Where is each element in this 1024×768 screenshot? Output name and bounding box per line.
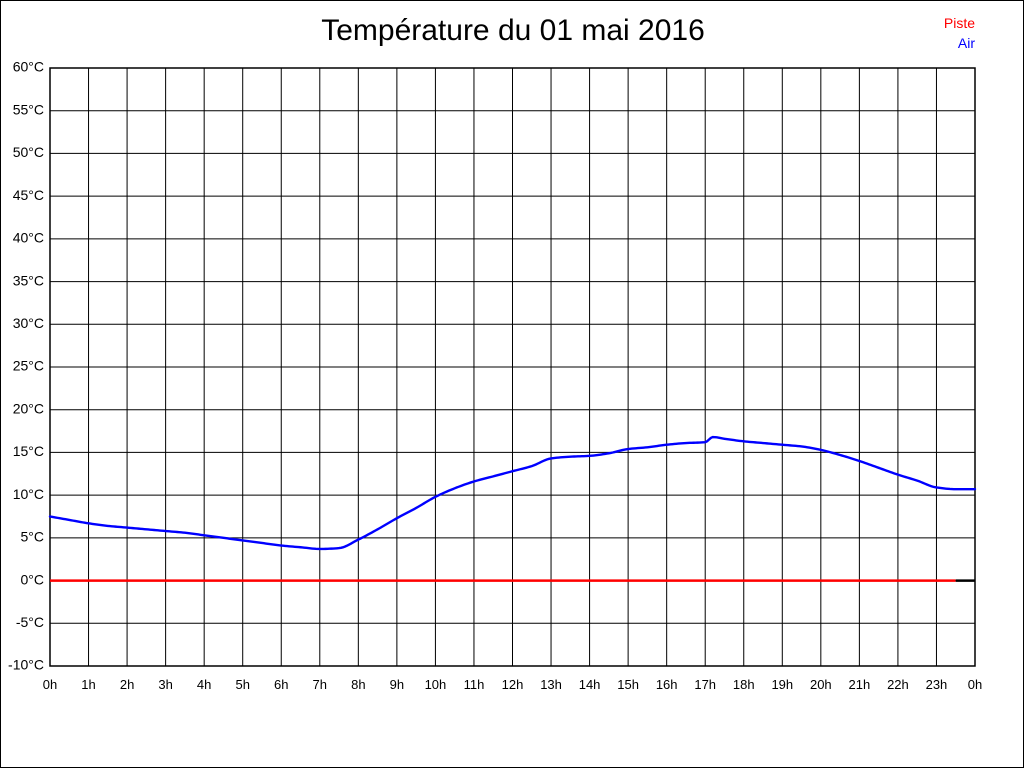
svg-text:5°C: 5°C	[21, 529, 45, 545]
svg-text:50°C: 50°C	[13, 144, 44, 160]
svg-text:45°C: 45°C	[13, 187, 44, 203]
svg-text:1h: 1h	[81, 677, 95, 692]
svg-text:8h: 8h	[351, 677, 365, 692]
svg-text:6h: 6h	[274, 677, 288, 692]
svg-text:16h: 16h	[656, 677, 678, 692]
svg-text:5h: 5h	[235, 677, 249, 692]
svg-text:0h: 0h	[43, 677, 57, 692]
svg-text:-5°C: -5°C	[16, 614, 44, 630]
svg-text:15h: 15h	[617, 677, 639, 692]
svg-text:10°C: 10°C	[13, 486, 44, 502]
svg-text:12h: 12h	[502, 677, 524, 692]
svg-text:10h: 10h	[425, 677, 447, 692]
svg-text:25°C: 25°C	[13, 358, 44, 374]
svg-text:19h: 19h	[771, 677, 793, 692]
svg-text:3h: 3h	[158, 677, 172, 692]
svg-text:40°C: 40°C	[13, 230, 44, 246]
svg-text:30°C: 30°C	[13, 315, 44, 331]
svg-text:20h: 20h	[810, 677, 832, 692]
svg-text:18h: 18h	[733, 677, 755, 692]
svg-text:17h: 17h	[694, 677, 716, 692]
svg-text:22h: 22h	[887, 677, 909, 692]
svg-text:55°C: 55°C	[13, 101, 44, 117]
svg-text:0h: 0h	[968, 677, 982, 692]
svg-text:0°C: 0°C	[21, 571, 45, 587]
svg-text:13h: 13h	[540, 677, 562, 692]
svg-text:9h: 9h	[390, 677, 404, 692]
svg-text:23h: 23h	[926, 677, 948, 692]
svg-text:7h: 7h	[313, 677, 327, 692]
svg-text:11h: 11h	[464, 677, 485, 692]
svg-text:15°C: 15°C	[13, 443, 44, 459]
svg-text:35°C: 35°C	[13, 272, 44, 288]
svg-text:-10°C: -10°C	[8, 657, 44, 673]
svg-text:2h: 2h	[120, 677, 134, 692]
svg-text:14h: 14h	[579, 677, 601, 692]
svg-text:4h: 4h	[197, 677, 211, 692]
svg-text:60°C: 60°C	[13, 59, 44, 75]
svg-text:20°C: 20°C	[13, 400, 44, 416]
svg-text:21h: 21h	[849, 677, 871, 692]
